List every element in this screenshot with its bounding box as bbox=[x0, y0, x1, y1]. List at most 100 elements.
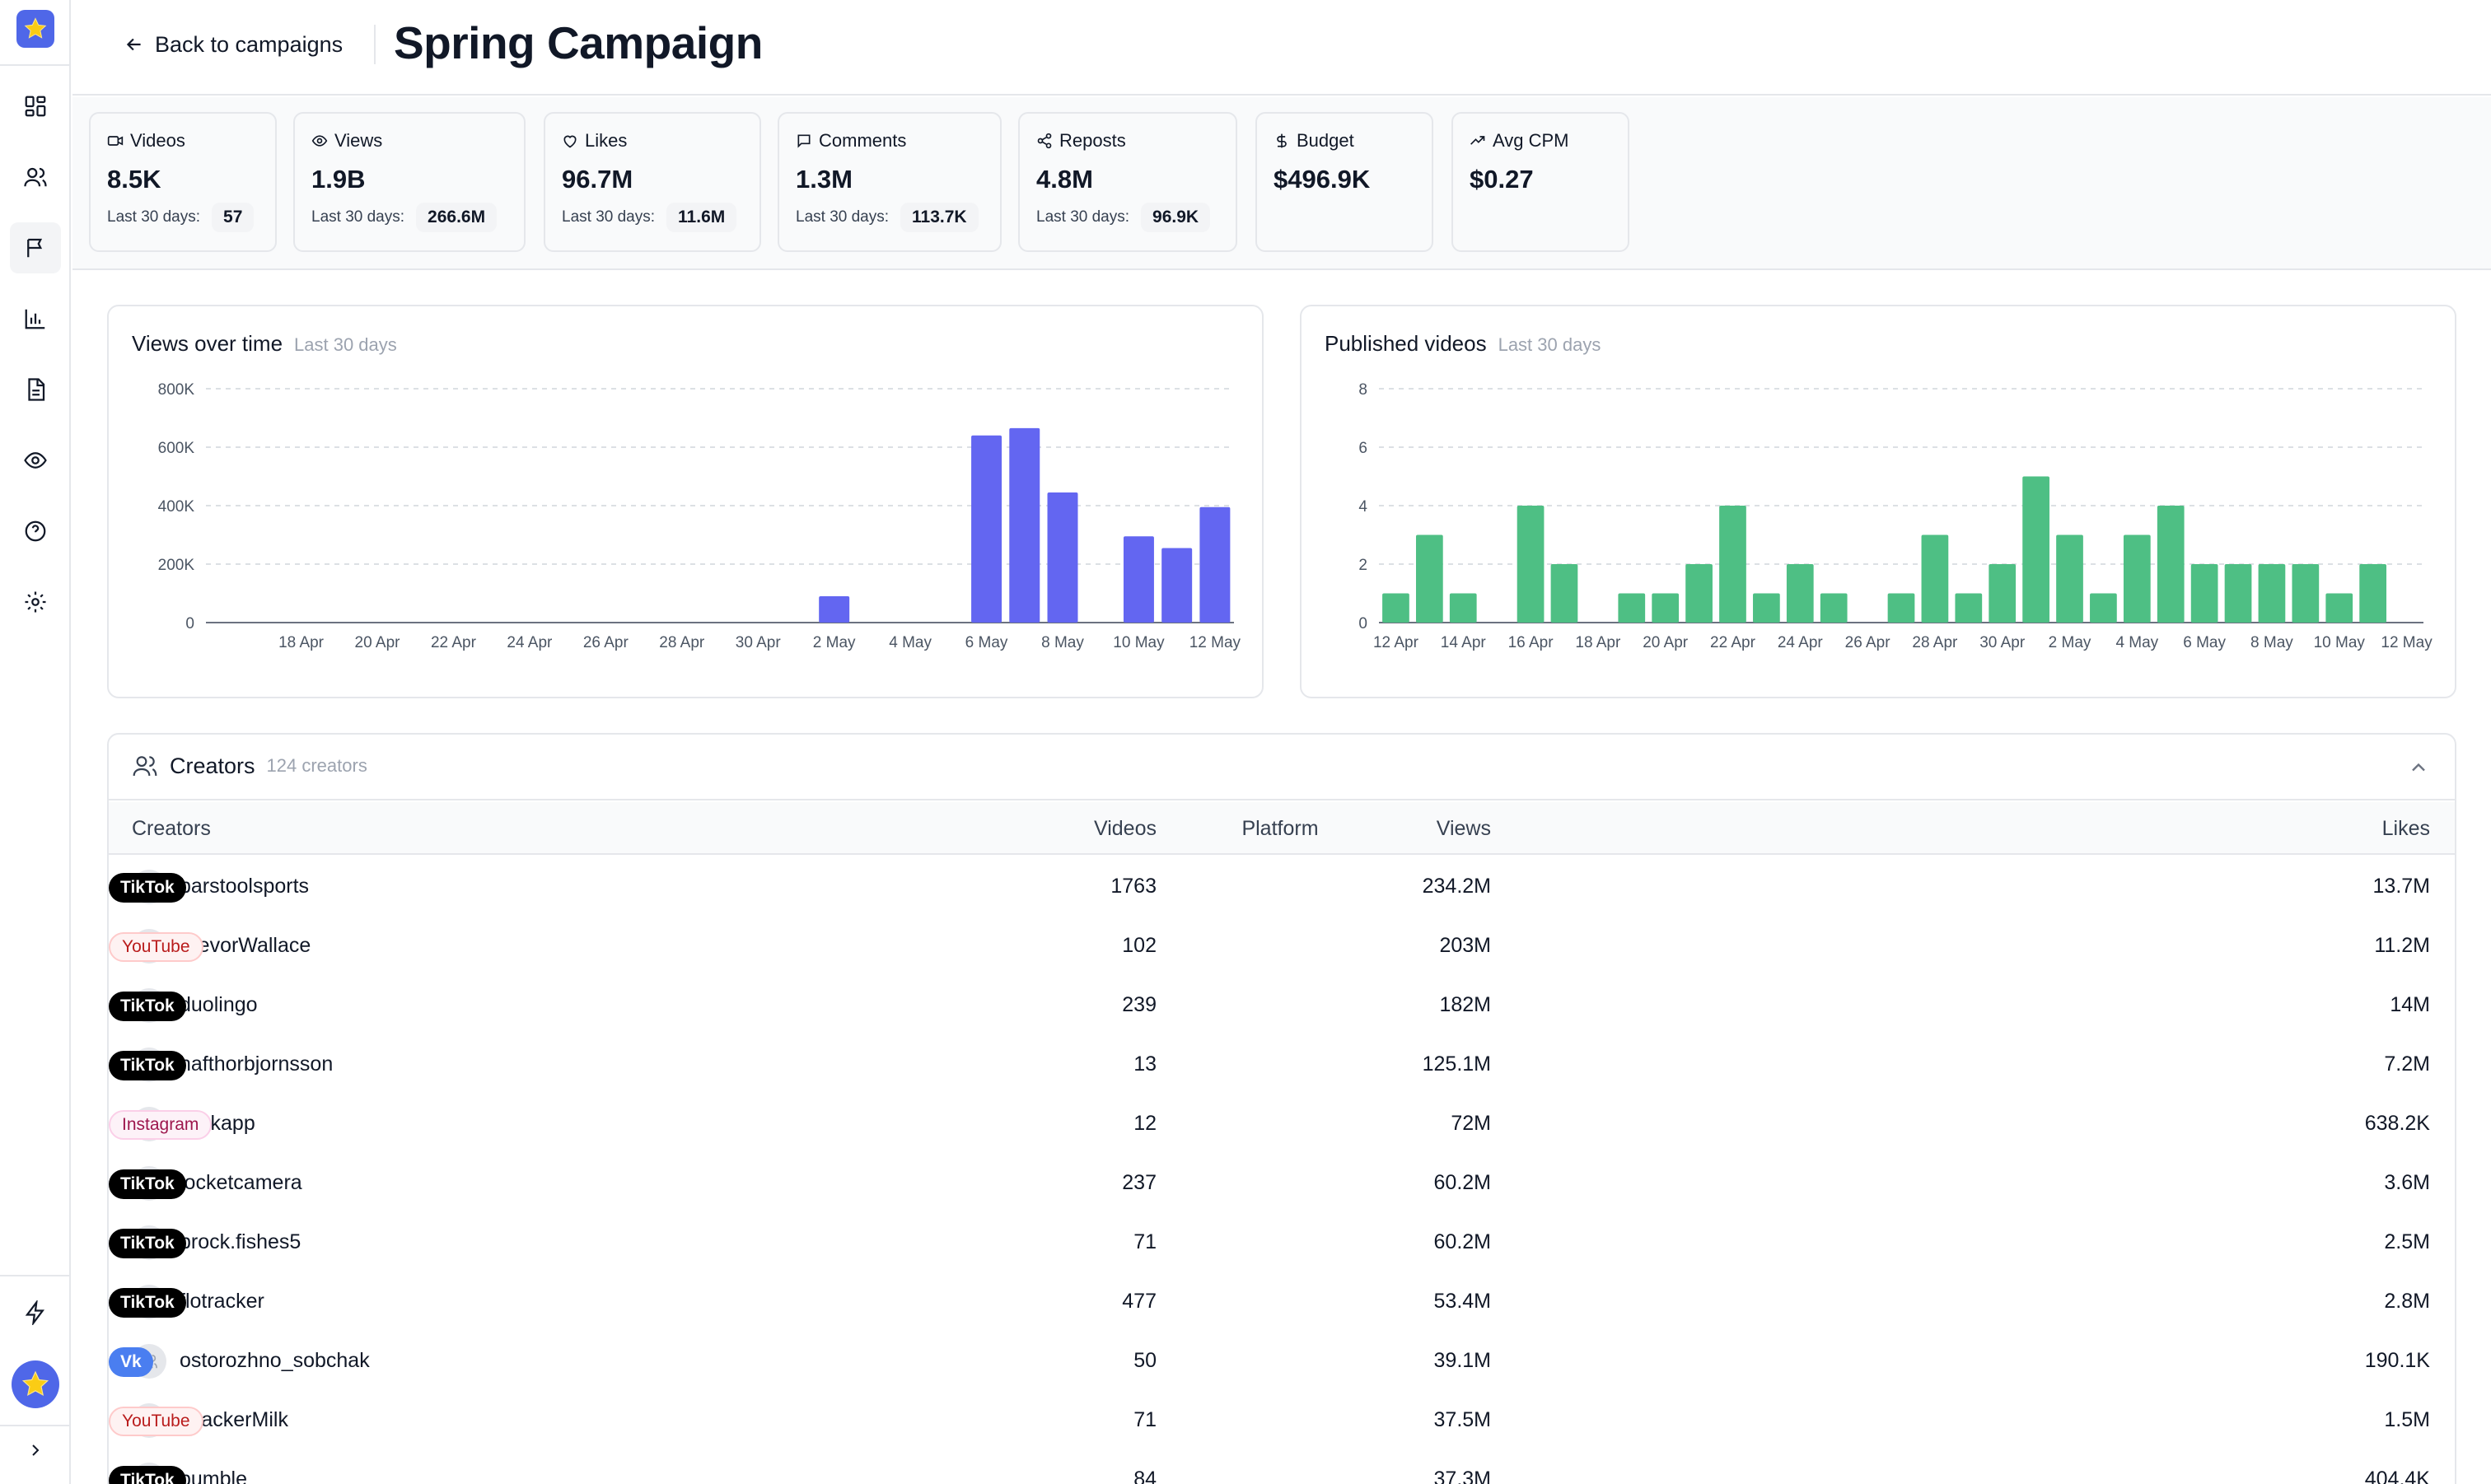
bar-23-apr[interactable] bbox=[1753, 593, 1780, 623]
bar-30-apr[interactable] bbox=[1989, 564, 2017, 623]
x-tick-label: 24 Apr bbox=[1778, 634, 1824, 651]
sidebar-expand-button[interactable] bbox=[10, 1425, 61, 1476]
bar-2-may[interactable] bbox=[819, 596, 850, 623]
bar-4-may[interactable] bbox=[2123, 534, 2151, 623]
creator-name[interactable]: ostorozhno_sobchak bbox=[180, 1349, 370, 1372]
sidebar-item-dashboard[interactable] bbox=[10, 81, 61, 132]
stat-label-text: Avg CPM bbox=[1493, 130, 1569, 151]
table-row[interactable]: flotracker TikTok 477 53.4M 2.8M bbox=[109, 1272, 2455, 1331]
creator-name[interactable]: flotracker bbox=[180, 1290, 264, 1313]
back-link[interactable]: Back to campaigns bbox=[124, 28, 343, 61]
creator-name[interactable]: locketcamera bbox=[180, 1171, 302, 1194]
sidebar-item-reports[interactable] bbox=[10, 364, 61, 415]
creators-count: 124 creators bbox=[266, 755, 367, 776]
creator-name[interactable]: hafthorbjornsson bbox=[180, 1052, 334, 1076]
bar-24-apr[interactable] bbox=[1786, 564, 1814, 623]
users-icon bbox=[24, 167, 47, 187]
bar-1-may[interactable] bbox=[2022, 476, 2049, 623]
app-logo[interactable] bbox=[16, 10, 54, 48]
creator-name[interactable]: barstoolsports bbox=[180, 875, 310, 898]
bar-19-apr[interactable] bbox=[1618, 593, 1646, 623]
column-header-creators[interactable]: Creators bbox=[132, 817, 211, 840]
table-row[interactable]: hafthorbjornsson TikTok 13 125.1M 7.2M bbox=[109, 1034, 2455, 1094]
x-tick-label: 10 May bbox=[2314, 634, 2366, 651]
sidebar-item-settings[interactable] bbox=[10, 576, 61, 628]
stat-sub: Last 30 days: 96.9K bbox=[1036, 203, 1211, 232]
cell-likes: 7.2M bbox=[2384, 1052, 2430, 1076]
avatar[interactable] bbox=[12, 1360, 59, 1408]
bar-12-apr[interactable] bbox=[1382, 593, 1409, 623]
x-tick-label: 18 Apr bbox=[278, 634, 325, 651]
chevron-up-icon[interactable] bbox=[2407, 756, 2430, 779]
x-tick-label: 30 Apr bbox=[736, 634, 782, 651]
table-row[interactable]: duolingo TikTok 239 182M 14M bbox=[109, 975, 2455, 1034]
table-row[interactable]: bumble TikTok 84 37.3M 404.4K bbox=[109, 1449, 2455, 1484]
stat-sub-label: Last 30 days: bbox=[796, 208, 890, 226]
bar-27-apr[interactable] bbox=[1887, 593, 1915, 623]
stat-sub-value: 96.9K bbox=[1141, 203, 1211, 232]
cell-videos: 71 bbox=[1133, 1230, 1157, 1253]
platform-badge: YouTube bbox=[109, 932, 203, 962]
bar-17-apr[interactable] bbox=[1550, 564, 1578, 623]
column-header-platform[interactable]: Platform bbox=[1241, 817, 1319, 840]
creator-name[interactable]: bumble bbox=[180, 1468, 247, 1484]
bar-5-may[interactable] bbox=[2157, 506, 2185, 623]
bar-10-may[interactable] bbox=[1123, 536, 1154, 623]
bar-12-may[interactable] bbox=[1199, 506, 1231, 623]
cell-videos: 239 bbox=[1122, 993, 1157, 1016]
bar-20-apr[interactable] bbox=[1652, 593, 1680, 623]
table-row[interactable]: winkapp Instagram 12 72M 638.2K bbox=[109, 1094, 2455, 1153]
bar-8-may[interactable] bbox=[2258, 564, 2286, 623]
table-row[interactable]: CrackerMilk YouTube 71 37.5M 1.5M bbox=[109, 1390, 2455, 1449]
videos-chart: 0 2 4 6 8 12 Apr 14 Apr 16 Apr 18 Apr 20 Apr 22 Ap… bbox=[1358, 381, 2433, 651]
sidebar-item-watch[interactable] bbox=[10, 435, 61, 486]
column-header-likes[interactable]: Likes bbox=[2381, 817, 2430, 840]
stat-label: Videos bbox=[107, 130, 185, 152]
bar-7-may[interactable] bbox=[2224, 564, 2252, 623]
stat-label: Budget bbox=[1274, 130, 1354, 152]
column-header-videos[interactable]: Videos bbox=[1094, 817, 1157, 840]
bar-25-apr[interactable] bbox=[1820, 593, 1848, 623]
sidebar-item-creators[interactable] bbox=[10, 152, 61, 203]
table-row[interactable]: barstoolsports TikTok 1763 234.2M 13.7M bbox=[109, 856, 2455, 916]
table-row[interactable]: brock.fishes5 TikTok 71 60.2M 2.5M bbox=[109, 1212, 2455, 1272]
x-tick-label: 26 Apr bbox=[1845, 634, 1891, 651]
creators-header[interactable]: Creators 124 creators bbox=[109, 735, 2455, 800]
bar-13-apr[interactable] bbox=[1415, 534, 1443, 623]
x-tick-label: 6 May bbox=[965, 634, 1008, 651]
column-header-views[interactable]: Views bbox=[1436, 817, 1491, 840]
table-row[interactable]: TrevorWallace YouTube 102 203M 11.2M bbox=[109, 916, 2455, 975]
bar-16-apr[interactable] bbox=[1517, 506, 1545, 623]
bar-7-may[interactable] bbox=[1009, 427, 1040, 623]
bar-22-apr[interactable] bbox=[1719, 506, 1746, 623]
creator-name[interactable]: brock.fishes5 bbox=[180, 1230, 301, 1253]
stat-sub: Last 30 days: 113.7K bbox=[796, 203, 979, 232]
table-row[interactable]: ostorozhno_sobchak Vk 50 39.1M 190.1K bbox=[109, 1331, 2455, 1390]
cell-likes: 404.4K bbox=[2364, 1468, 2430, 1484]
bar-6-may[interactable] bbox=[2190, 564, 2218, 623]
bar-28-apr[interactable] bbox=[1921, 534, 1949, 623]
bar-10-may[interactable] bbox=[2325, 593, 2353, 623]
creator-name[interactable]: duolingo bbox=[180, 993, 258, 1016]
bar-14-apr[interactable] bbox=[1449, 593, 1477, 623]
creators-title-group: Creators 124 creators bbox=[132, 753, 367, 779]
bar-6-may[interactable] bbox=[971, 435, 1002, 623]
platform-badge: TikTok bbox=[109, 1169, 186, 1199]
bar-11-may[interactable] bbox=[1161, 548, 1193, 623]
bar-8-may[interactable] bbox=[1047, 492, 1078, 623]
bar-3-may[interactable] bbox=[2090, 593, 2117, 623]
bar-2-may[interactable] bbox=[2056, 534, 2083, 623]
sidebar-item-campaigns[interactable] bbox=[10, 222, 61, 273]
sidebar-item-analytics[interactable] bbox=[10, 293, 61, 344]
x-tick-label: 20 Apr bbox=[1643, 634, 1689, 651]
users-icon bbox=[133, 756, 157, 777]
sidebar-item-help[interactable] bbox=[10, 506, 61, 557]
bar-9-may[interactable] bbox=[2292, 564, 2320, 623]
bar-29-apr[interactable] bbox=[1955, 593, 1983, 623]
table-row[interactable]: locketcamera TikTok 237 60.2M 3.6M bbox=[109, 1153, 2455, 1212]
sidebar-item-upgrade[interactable] bbox=[10, 1287, 61, 1338]
page-header: Back to campaigns Spring Campaign bbox=[72, 0, 2491, 96]
x-tick-label: 12 May bbox=[1189, 634, 1241, 651]
bar-11-may[interactable] bbox=[2359, 564, 2387, 623]
bar-21-apr[interactable] bbox=[1685, 564, 1713, 623]
